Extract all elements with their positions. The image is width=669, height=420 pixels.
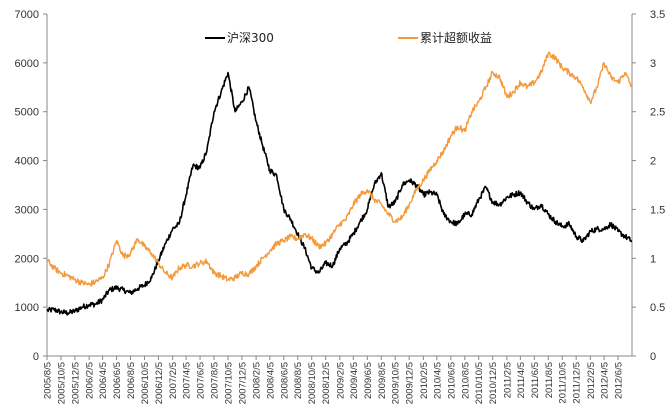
series-layer (46, 51, 633, 316)
x-tick-label: 2011/6/5 (530, 362, 541, 398)
y-right-tick-label: 3.5 (650, 9, 665, 21)
y-right-tick-label: 1.5 (650, 204, 665, 216)
y-right-tick-label: 0 (650, 351, 656, 363)
x-tick-label: 2010/6/5 (446, 362, 457, 399)
axes-layer: 0 1000 2000 3000 4000 5000 6000 7000 0 0.5 1 1.5 2 2.… (15, 9, 666, 404)
x-tick-label: 2011/10/5 (558, 362, 569, 404)
x-tick-label: 2010/4/5 (432, 362, 443, 399)
x-tick-label: 2011/2/5 (502, 362, 513, 398)
x-tick-label: 2008/8/5 (293, 362, 304, 399)
y-left-tick-label: 4000 (15, 156, 39, 168)
x-tick-label: 2009/4/5 (349, 362, 360, 399)
x-tick-label: 2012/2/5 (586, 362, 597, 399)
x-tick-label: 2006/4/5 (98, 362, 109, 399)
x-tick-label: 2008/4/5 (265, 362, 276, 399)
y-left-tick-label: 1000 (15, 302, 39, 314)
y-right-tick-label: 3 (650, 58, 656, 70)
x-tick-label: 2006/12/5 (154, 362, 165, 404)
y-left-tick-label: 5000 (15, 107, 39, 119)
x-tick-label: 2006/2/5 (85, 362, 96, 399)
x-tick-label: 2011/8/5 (544, 362, 555, 398)
y-right-tick-label: 2 (650, 156, 656, 168)
x-tick-label: 2010/10/5 (474, 362, 485, 404)
x-tick-label: 2009/12/5 (405, 362, 416, 404)
series-line-cumulative-excess-return (46, 51, 633, 287)
x-tick-label: 2007/8/5 (210, 362, 221, 399)
x-tick-label: 2005/8/5 (43, 362, 54, 399)
y-left-tick-label: 3000 (15, 204, 39, 216)
x-tick-label: 2011/12/5 (572, 362, 583, 404)
x-tick-label: 2007/4/5 (182, 362, 193, 399)
legend: 沪深300 累计超额收益 (205, 30, 492, 45)
x-tick-label: 2012/4/5 (600, 362, 611, 399)
x-tick-label: 2006/8/5 (126, 362, 137, 399)
x-tick-label: 2010/2/5 (419, 362, 430, 399)
x-tick-label: 2007/2/5 (168, 362, 179, 399)
x-tick-label: 2012/6/5 (614, 362, 625, 399)
x-tick-label: 2007/6/5 (196, 362, 207, 399)
legend-label-0: 沪深300 (227, 31, 274, 45)
x-tick-label: 2009/8/5 (377, 362, 388, 399)
x-tick-label: 2008/6/5 (279, 362, 290, 399)
y-right-tick-label: 0.5 (650, 302, 665, 314)
x-tick-label: 2006/10/5 (140, 362, 151, 404)
y-right-tick-label: 1 (650, 253, 656, 265)
y-left-tick-label: 6000 (15, 58, 39, 70)
x-tick-label: 2006/6/5 (112, 362, 123, 399)
x-tick-label: 2008/10/5 (307, 362, 318, 404)
y-right-tick-label: 2.5 (650, 107, 665, 119)
x-tick-label: 2008/2/5 (252, 362, 263, 399)
x-tick-label: 2008/12/5 (321, 362, 332, 404)
x-tick-label: 2007/10/5 (223, 362, 234, 404)
y-left-tick-label: 7000 (15, 9, 39, 21)
legend-label-1: 累计超额收益 (420, 30, 492, 45)
y-left-tick-label: 0 (33, 351, 39, 363)
x-tick-label: 2011/4/5 (516, 362, 527, 398)
x-tick-label: 2009/10/5 (391, 362, 402, 404)
x-tick-label: 2010/12/5 (488, 362, 499, 404)
x-tick-label: 2010/8/5 (460, 362, 471, 399)
x-tick-label: 2005/12/5 (70, 362, 81, 404)
x-tick-label: 2007/12/5 (237, 362, 248, 404)
x-tick-label: 2005/10/5 (56, 362, 67, 404)
series-line-hs300 (46, 71, 633, 316)
x-tick-label: 2009/6/5 (363, 362, 374, 399)
y-left-tick-label: 2000 (15, 253, 39, 265)
x-tick-label: 2009/2/5 (335, 362, 346, 399)
